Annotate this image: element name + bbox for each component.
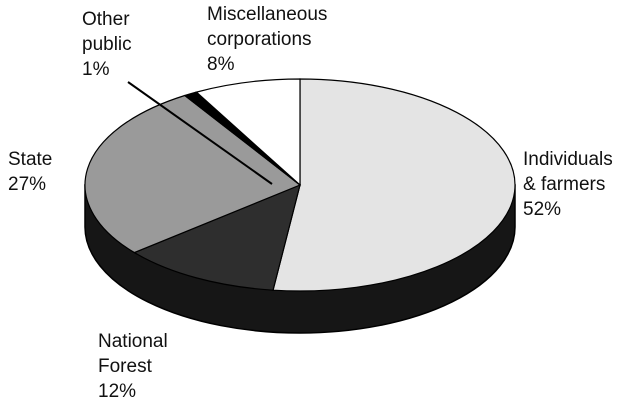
pie-slice [195,78,301,187]
slice-label: State [8,149,52,170]
slice-label: Miscellaneous corporations [207,4,327,50]
slice-label: National Forest [98,331,168,377]
slice-value-label: 12% [98,381,136,402]
pie-slice [272,78,516,292]
pie [84,78,516,334]
slice-label: Other public [82,9,132,55]
labels: Individuals & farmers 52% National Forest 12%… [8,4,613,402]
leader-line [127,81,273,185]
pie-slice [132,183,301,291]
slice-label: Individuals & farmers [523,149,613,195]
slice-value-label: 27% [8,174,46,195]
slice-value-label: 52% [523,199,561,220]
slice-value-label: 8% [207,54,235,75]
slice-value-label: 1% [82,59,110,80]
pie-slice [84,94,302,254]
